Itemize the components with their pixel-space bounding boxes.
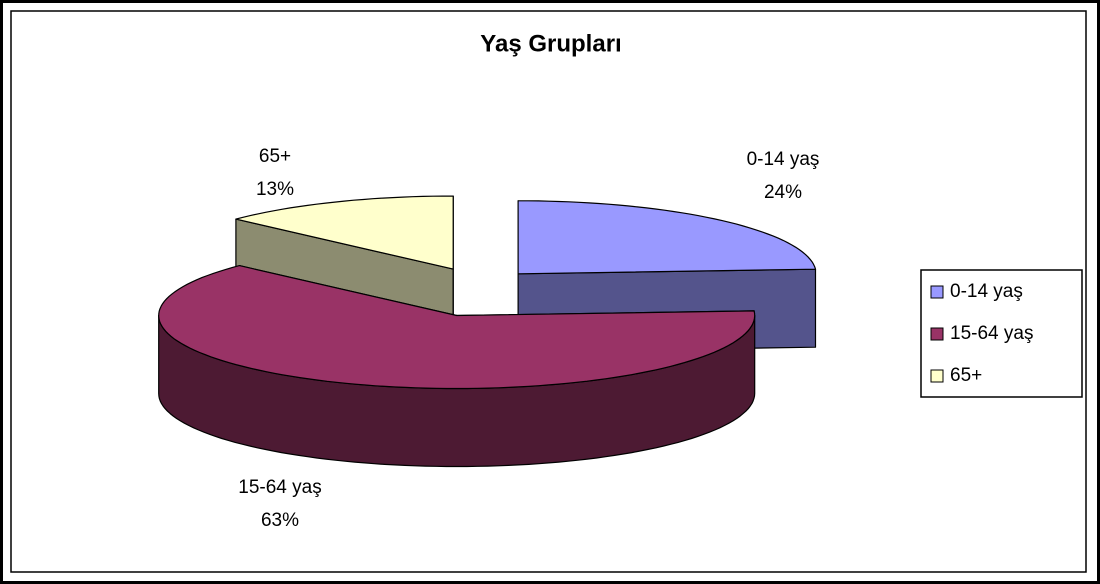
slice [235, 195, 454, 270]
data-label-name: 0-14 yaş [747, 149, 820, 170]
legend-label: 15-64 yaş [950, 323, 1033, 344]
chart-title: Yaş Grupları [480, 30, 621, 57]
legend-swatch [930, 285, 944, 299]
data-label-name: 65+ [259, 146, 291, 167]
data-label-value: 13% [256, 179, 294, 200]
slice [158, 265, 756, 390]
legend-box [920, 269, 1083, 398]
legend-label: 65+ [950, 365, 982, 386]
data-label-name: 15-64 yaş [238, 477, 321, 498]
data-label-value: 63% [261, 510, 299, 531]
slice [517, 200, 817, 275]
legend-swatch [930, 327, 944, 341]
plot-frame [10, 10, 1087, 573]
legend-swatch [930, 369, 944, 383]
data-label-value: 24% [764, 182, 802, 203]
legend-label: 0-14 yaş [950, 281, 1023, 302]
